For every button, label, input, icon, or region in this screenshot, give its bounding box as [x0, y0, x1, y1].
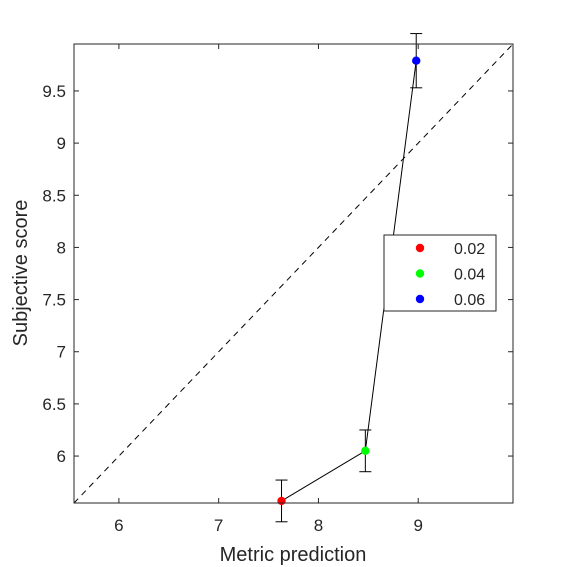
x-tick-label: 8: [314, 516, 323, 535]
legend-entry: 0.04: [415, 267, 485, 284]
x-tick-label: 7: [214, 516, 223, 535]
tick-layer: 6 7 8 9 6 6.5 7 7.5 8 8.5 9 9.5: [42, 44, 513, 535]
data-point-0.02: [277, 496, 286, 506]
legend-box: [383, 234, 497, 312]
legend-marker-0.02: [415, 243, 425, 253]
x-tick-label: 9: [413, 516, 422, 535]
y-axis-label: Subjective score: [10, 200, 32, 347]
y-tick-label: 8: [57, 238, 66, 257]
legend-label: 0.04: [454, 267, 485, 284]
legend-entry: 0.02: [415, 241, 485, 258]
y-tick-label: 6.5: [42, 395, 66, 414]
axes-frame-layer: [73, 43, 514, 504]
legend-marker-0.04: [415, 269, 425, 278]
legend-entry: 0.06: [415, 292, 485, 309]
reference-line-layer: [73, 43, 514, 504]
legend-label: 0.02: [454, 241, 485, 258]
y-tick-label: 8.5: [42, 186, 66, 205]
y-tick-label: 6: [57, 447, 66, 466]
y-tick-label: 7: [57, 343, 66, 362]
x-tick-label: 6: [114, 516, 123, 535]
y-tick-label: 9: [57, 134, 66, 153]
identity-reference-line: [73, 43, 514, 504]
legend: 0.02 0.04 0.06: [383, 234, 497, 312]
y-tick-label: 7.5: [42, 291, 66, 310]
x-axis-label: Metric prediction: [220, 544, 367, 566]
legend-marker-0.06: [415, 294, 425, 304]
legend-label: 0.06: [454, 292, 485, 309]
data-point-0.04: [361, 446, 370, 456]
axes-box: [73, 43, 514, 504]
y-tick-label: 9.5: [42, 82, 66, 101]
data-point-0.06: [412, 56, 421, 65]
